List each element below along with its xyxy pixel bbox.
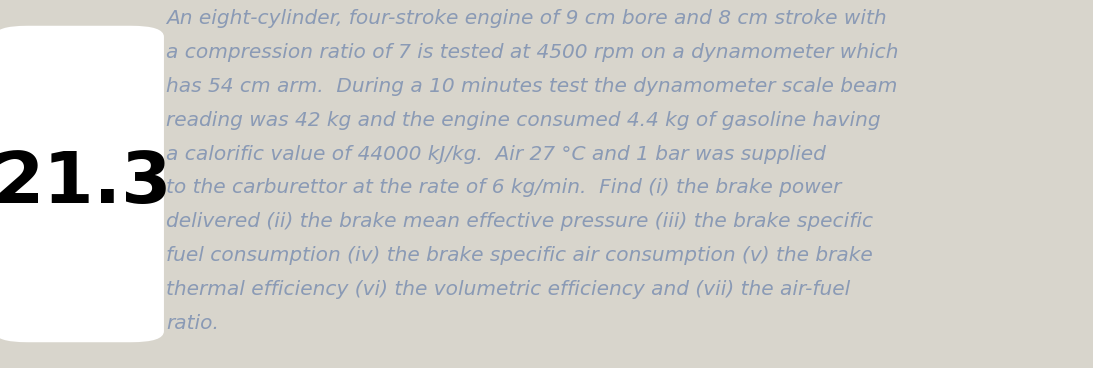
Text: fuel consumption (iv) the brake specific air consumption (v) the brake: fuel consumption (iv) the brake specific… bbox=[166, 246, 873, 265]
Text: has 54 cm arm.  During a 10 minutes test the dynamometer scale beam: has 54 cm arm. During a 10 minutes test … bbox=[166, 77, 897, 96]
Text: to the carburettor at the rate of 6 kg/min.  Find (i) the brake power: to the carburettor at the rate of 6 kg/m… bbox=[166, 178, 842, 198]
Text: reading was 42 kg and the engine consumed 4.4 kg of gasoline having: reading was 42 kg and the engine consume… bbox=[166, 111, 881, 130]
Text: An eight-cylinder, four-stroke engine of 9 cm bore and 8 cm stroke with: An eight-cylinder, four-stroke engine of… bbox=[166, 9, 886, 28]
Text: ratio.: ratio. bbox=[166, 314, 219, 333]
Text: delivered (ii) the brake mean effective pressure (iii) the brake specific: delivered (ii) the brake mean effective … bbox=[166, 212, 873, 231]
Text: a compression ratio of 7 is tested at 4500 rpm on a dynamometer which: a compression ratio of 7 is tested at 45… bbox=[166, 43, 898, 62]
FancyBboxPatch shape bbox=[0, 26, 164, 342]
Text: a calorific value of 44000 kJ/kg.  Air 27 °C and 1 bar was supplied: a calorific value of 44000 kJ/kg. Air 27… bbox=[166, 145, 826, 164]
Text: thermal efficiency (vi) the volumetric efficiency and (vii) the air-fuel: thermal efficiency (vi) the volumetric e… bbox=[166, 280, 850, 299]
Text: 21.3: 21.3 bbox=[0, 149, 172, 219]
